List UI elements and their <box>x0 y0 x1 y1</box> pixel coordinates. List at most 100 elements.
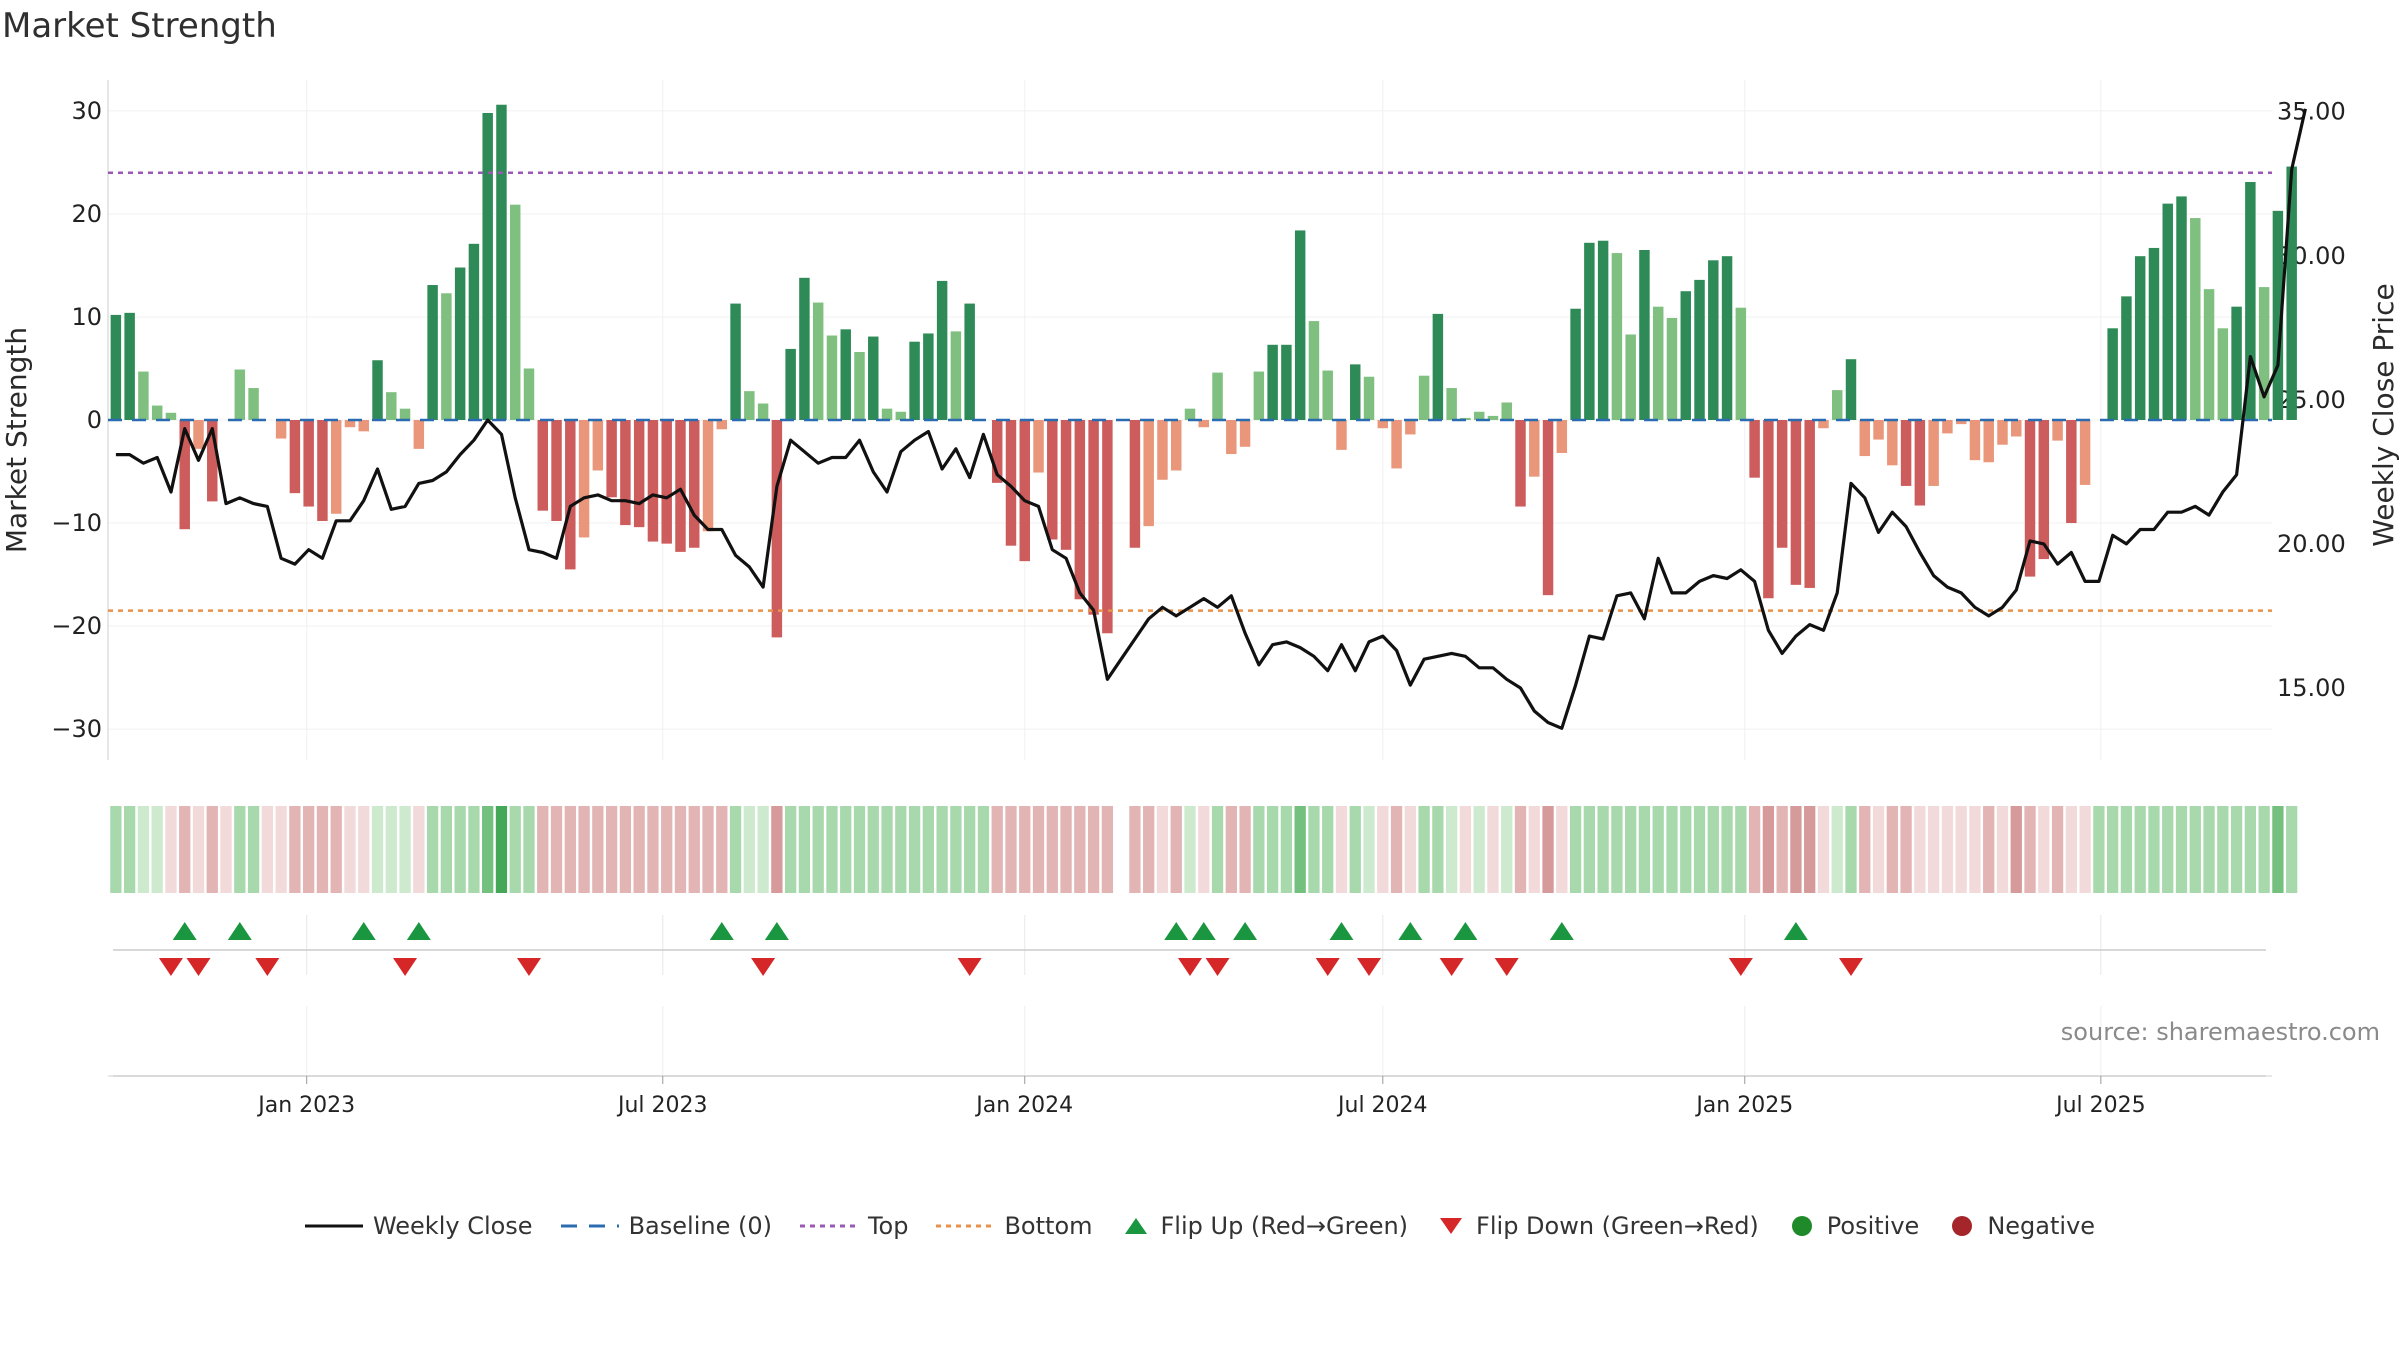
heat-strip-cell <box>2093 806 2105 893</box>
strength-bar-negative <box>1226 420 1237 454</box>
strength-bar-negative <box>1928 420 1939 486</box>
heat-strip-cell <box>275 806 287 893</box>
strength-bar-negative <box>1900 420 1912 486</box>
strength-bar-negative <box>702 420 714 532</box>
heat-strip-cell <box>1170 806 1182 893</box>
y2-tick-label: 15.00 <box>2277 674 2346 702</box>
legend-label: Bottom <box>1004 1212 1093 1240</box>
flip-up-marker <box>172 922 197 940</box>
heat-strip-cell <box>1983 806 1995 893</box>
heat-strip-cell <box>1569 806 1582 893</box>
tri-down-icon <box>1440 1218 1463 1234</box>
strength-bar-positive <box>936 280 948 420</box>
strength-bar-positive <box>923 333 934 420</box>
heat-strip-cell <box>1032 806 1045 893</box>
weekly-close-line <box>115 108 2307 730</box>
flip-down-marker <box>1439 958 1464 976</box>
heat-strip-cell <box>881 806 893 893</box>
heat-strip-cell <box>1253 806 1265 893</box>
strength-bar-positive <box>1625 334 1636 420</box>
heat-strip-cell <box>771 806 783 893</box>
heat-strip-cell <box>2134 806 2146 893</box>
heat-strip-cell <box>895 806 907 893</box>
heat-strip-cell <box>592 806 604 893</box>
y2-tick-label: 20.00 <box>2277 530 2346 558</box>
heat-strip-cell <box>908 806 921 893</box>
strength-bar-negative <box>1129 420 1141 548</box>
strength-bar-negative <box>207 420 218 502</box>
strength-bar-positive <box>2107 328 2118 420</box>
flip-down-marker <box>751 958 776 976</box>
strength-bar-positive <box>468 243 480 420</box>
strength-bar-positive <box>399 408 411 420</box>
strength-bar-positive <box>799 277 810 420</box>
strength-bar-positive <box>757 403 769 420</box>
heat-strip-cell <box>289 806 301 893</box>
circle-icon <box>1791 1216 1812 1236</box>
heat-strip-cell <box>1184 806 1196 893</box>
strength-bar-negative <box>2079 420 2091 485</box>
heat-strip-cell <box>2230 806 2243 893</box>
flip-up-marker <box>406 922 431 940</box>
heat-strip-cell <box>2024 806 2036 893</box>
heat-strip-cell <box>2079 806 2091 893</box>
heat-strip-cell <box>578 806 590 893</box>
y-tick-label: −20 <box>51 612 102 640</box>
heat-strip-cell <box>661 806 673 893</box>
heat-strip-cell <box>1211 806 1224 893</box>
strength-bar-negative <box>2066 420 2077 524</box>
strength-bar-positive <box>523 368 535 420</box>
y-axis-title: Market Strength <box>0 327 33 553</box>
heat-strip-cell <box>206 806 218 893</box>
heat-strip-cell <box>261 806 273 893</box>
heat-strip-cell <box>1349 806 1361 893</box>
strength-bar-negative <box>675 420 686 552</box>
strength-bar-negative <box>1377 420 1389 429</box>
heat-strip-cell <box>853 806 866 893</box>
heat-strip-cell <box>2010 806 2022 893</box>
heat-strip-cell <box>1019 806 1031 893</box>
strength-bar-positive <box>1680 291 1691 420</box>
heat-strip-cell <box>619 806 632 893</box>
strength-bar-negative <box>991 420 1003 483</box>
heat-strip-cell <box>729 806 742 893</box>
strength-bar-negative <box>620 420 631 526</box>
flip-up-marker <box>764 922 789 940</box>
flip-down-marker <box>158 958 183 976</box>
circle-icon <box>1952 1216 1973 1236</box>
heat-strip-cell <box>426 806 439 893</box>
legend-label: Flip Up (Red→Green) <box>1160 1212 1409 1240</box>
legend-item: Negative <box>1947 1212 2095 1240</box>
heat-strip-cell <box>495 806 508 893</box>
heat-strip-cell <box>647 806 659 893</box>
strength-bar-positive <box>1611 253 1623 420</box>
strength-bar-negative <box>1060 420 1072 550</box>
heat-strip-cell <box>2175 806 2188 893</box>
strength-bar-positive <box>744 391 755 420</box>
heat-strip-cell <box>1666 806 1678 893</box>
strength-bar-positive <box>482 112 493 420</box>
flip-up-marker <box>1233 922 1258 940</box>
strength-bar-negative <box>633 420 645 528</box>
heat-strip-cell <box>482 806 494 893</box>
heat-strip-cell <box>1611 806 1623 893</box>
heat-strip-cell <box>220 806 232 893</box>
strength-bar-negative <box>537 420 549 511</box>
strength-bar-negative <box>1088 420 1099 615</box>
heat-strip-cell <box>1776 806 1788 893</box>
y-tick-label: 20 <box>71 200 102 228</box>
y-tick-label: −10 <box>51 509 102 537</box>
strength-bar-negative <box>358 420 369 432</box>
legend-item: Top <box>799 1212 908 1240</box>
heat-strip-cell <box>399 806 411 893</box>
strength-bar-positive <box>372 360 383 420</box>
strength-bar-positive <box>1666 318 1678 420</box>
strength-bar-negative <box>1942 420 1953 434</box>
heat-strip-cell <box>757 806 769 893</box>
y2-axis-title: Weekly Close Price <box>2367 283 2400 546</box>
strength-bar-positive <box>1694 279 1705 420</box>
heat-strip-cell <box>826 806 838 893</box>
heat-strip-cell <box>1817 806 1830 893</box>
heat-strip-cell <box>1528 806 1540 893</box>
strength-bar-negative <box>1157 420 1168 480</box>
